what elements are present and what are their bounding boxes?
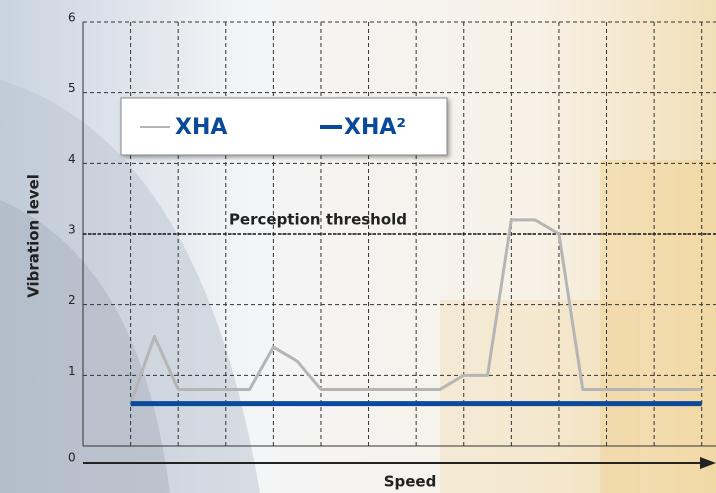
y-tick-label: 0 [68, 451, 76, 465]
threshold-label: Perception threshold [229, 211, 407, 229]
background-machine [440, 300, 640, 493]
y-tick-label: 2 [68, 293, 76, 307]
y-tick-label: 5 [68, 81, 76, 95]
legend-label: XHA² [344, 115, 406, 140]
y-tick-label: 6 [68, 11, 76, 25]
legend: XHA XHA² [121, 98, 447, 155]
y-tick-label: 1 [68, 364, 76, 378]
y-tick-label: 3 [68, 223, 76, 237]
y-tick-label: 4 [68, 152, 76, 166]
y-axis-label: Vibration level [25, 174, 43, 298]
x-axis-label: Speed [384, 473, 437, 491]
legend-label: XHA [175, 115, 227, 140]
chart: 0 1 2 3 4 5 6 Perception threshold Speed Vibrat… [0, 0, 716, 493]
page: 0 1 2 3 4 5 6 Perception threshold Speed Vibrat… [0, 0, 716, 493]
